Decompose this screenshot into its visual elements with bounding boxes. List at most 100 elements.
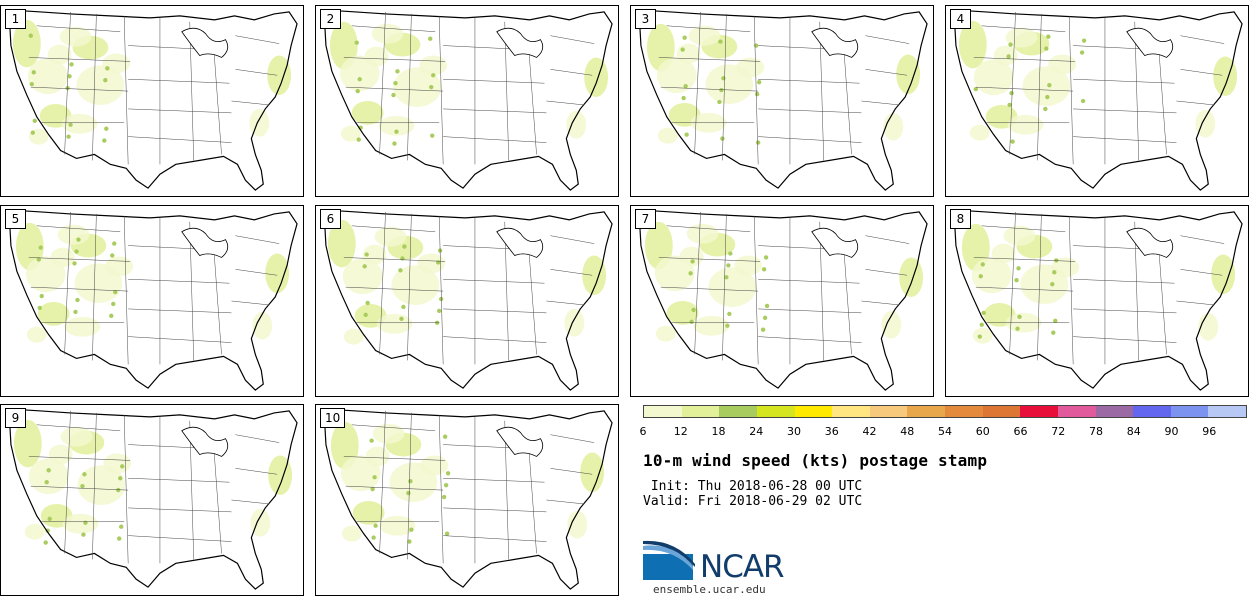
state-border [443, 108, 547, 114]
colorbar-tick-label: 48 [900, 425, 915, 438]
state-border [550, 269, 593, 276]
map-canvas [8, 9, 298, 191]
colorbar-tick-label: 96 [1202, 425, 1217, 438]
state-border [865, 235, 910, 244]
wind-speed-shading [268, 455, 293, 496]
state-border [1176, 300, 1215, 306]
state-border [528, 45, 537, 155]
wind-speed-shading [103, 453, 132, 474]
wind-speed-shading [686, 223, 719, 244]
state-border [694, 211, 701, 355]
state-border [343, 456, 446, 461]
wind-speed-dot [111, 301, 116, 307]
wind-speed-dot [47, 516, 52, 521]
state-border [443, 278, 545, 284]
wind-speed-dot [118, 476, 123, 481]
state-border [753, 215, 759, 365]
state-border [722, 13, 727, 161]
state-border [345, 286, 444, 292]
colorbar-swatch [1057, 406, 1096, 417]
wind-speed-shading [77, 465, 126, 505]
wind-speed-shading [1211, 254, 1236, 295]
wind-speed-dot [394, 129, 399, 134]
coastline [953, 209, 1243, 391]
state-border [528, 444, 537, 554]
wind-speed-dot [1045, 94, 1050, 100]
state-border [351, 25, 436, 32]
wind-speed-shading [881, 310, 902, 339]
wind-speed-dot [68, 122, 73, 127]
wind-speed-dot [30, 130, 35, 135]
wind-speed-shading [1051, 257, 1080, 278]
wind-speed-shading [37, 301, 70, 326]
wind-speed-dot [112, 241, 117, 246]
coastline [8, 209, 298, 391]
state-border [92, 213, 97, 361]
colorbar-swatch [1095, 406, 1134, 417]
state-border [758, 108, 862, 114]
wind-speed-shading [12, 19, 41, 68]
great-lakes [181, 426, 229, 457]
state-border [550, 468, 593, 475]
wind-speed-dot [977, 334, 982, 339]
wind-speed-dot [39, 293, 44, 299]
wind-speed-shading [76, 65, 125, 105]
wind-speed-shading [28, 458, 69, 495]
site-url: ensemble.ucar.edu [653, 583, 766, 596]
great-lakes [496, 27, 544, 58]
wind-speed-dot [75, 297, 80, 303]
wind-speed-dot [1081, 38, 1087, 43]
map-canvas [8, 408, 298, 590]
state-border [1068, 215, 1074, 365]
colorbar-tick-label: 42 [862, 425, 877, 438]
state-border [438, 215, 444, 365]
wind-speed-dot [391, 92, 396, 98]
colorbar-swatch [681, 406, 720, 417]
wind-speed-shading [372, 423, 405, 444]
map-panel-10: 10 [315, 404, 619, 596]
state-border [36, 424, 121, 431]
state-border [231, 499, 270, 505]
wind-speed-dot [119, 524, 124, 529]
state-border [973, 57, 1076, 62]
state-border [36, 25, 121, 32]
coastline [638, 9, 928, 191]
state-border [36, 225, 121, 232]
wind-speed-shading [105, 256, 134, 277]
wind-speed-shading [59, 26, 92, 47]
wind-speed-shading [351, 101, 384, 125]
wind-speed-dot [392, 141, 397, 146]
state-border [345, 86, 444, 92]
map-canvas [8, 209, 298, 391]
wind-speed-shading [249, 108, 270, 137]
state-border [658, 57, 761, 62]
wind-speed-dot [763, 255, 769, 260]
wind-speed-shading [969, 124, 990, 141]
wind-speed-shading [50, 247, 75, 268]
wind-speed-dot [681, 95, 686, 101]
wind-speed-shading [566, 110, 587, 139]
wind-speed-shading [1195, 109, 1216, 138]
wind-speed-dot [409, 527, 414, 532]
wind-speed-shading [656, 57, 697, 94]
wind-speed-dot [105, 66, 110, 71]
panel-label: 3 [635, 9, 656, 29]
wind-speed-shading [1198, 312, 1219, 341]
state-border [504, 21, 509, 161]
great-lakes [181, 27, 229, 58]
colorbar-swatch [719, 406, 757, 417]
state-border [658, 257, 761, 262]
great-lakes [1126, 27, 1174, 58]
wind-speed-dot [369, 438, 374, 443]
wind-speed-shading [1022, 66, 1071, 106]
wind-speed-dot [720, 136, 725, 141]
state-border [694, 11, 701, 155]
colorbar-swatch [1133, 406, 1171, 417]
wind-speed-shading [679, 246, 704, 267]
state-border [1009, 11, 1016, 155]
state-border [550, 434, 595, 443]
state-border [443, 535, 547, 542]
great-lakes [496, 426, 544, 457]
wind-speed-shading [62, 513, 99, 534]
state-border [753, 15, 759, 165]
